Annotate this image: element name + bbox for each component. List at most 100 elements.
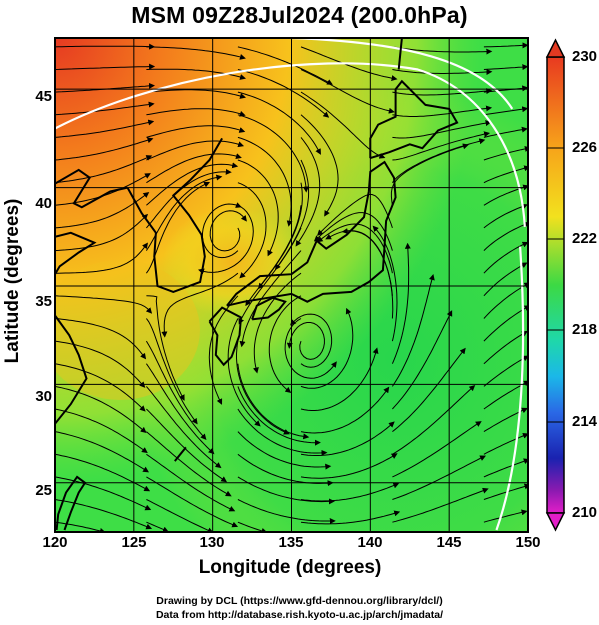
streamline: [390, 143, 469, 206]
streamline: [55, 408, 148, 454]
streamline: [483, 282, 528, 319]
streamline: [237, 408, 328, 456]
colorbar-tick-label: 230: [572, 48, 598, 65]
colorbar-tick-label: 222: [572, 230, 598, 247]
streamline: [300, 453, 398, 479]
streamline: [146, 431, 232, 497]
streamline: [300, 510, 401, 525]
streamline: [300, 386, 390, 434]
streamline: [316, 223, 393, 274]
streamline: [236, 341, 290, 435]
streamline: [391, 273, 435, 387]
streamline: [258, 182, 303, 290]
streamline: [252, 272, 302, 374]
streamline: [55, 191, 150, 229]
streamline: [237, 431, 332, 470]
streamline: [237, 499, 336, 524]
coastline-sakhalin: [397, 38, 403, 70]
streamline: [161, 272, 239, 338]
y-tick-label: 30: [35, 388, 52, 405]
x-tick-label: 150: [515, 534, 541, 551]
streamline: [145, 363, 215, 455]
streamline: [483, 380, 528, 410]
x-tick-label: 130: [199, 534, 225, 551]
wind-streamlines: [55, 42, 528, 532]
contour-line: [495, 246, 525, 531]
streamline: [483, 330, 528, 365]
streamline: [146, 476, 239, 528]
streamline: [391, 242, 411, 364]
streamline: [392, 131, 491, 161]
streamline: [237, 159, 279, 257]
streamline: [227, 318, 261, 427]
streamline: [237, 69, 330, 118]
streamline: [237, 476, 335, 505]
y-tick-label: 40: [35, 195, 52, 212]
streamline: [325, 230, 393, 296]
temperature-field: [55, 38, 528, 532]
streamline: [237, 453, 334, 487]
streamline: [146, 386, 222, 469]
streamline: [295, 137, 321, 247]
streamline: [146, 162, 239, 206]
coastline-kyushu: [208, 306, 243, 367]
x-tick-label: 135: [278, 534, 304, 551]
streamline: [274, 159, 310, 271]
streamline: [290, 313, 333, 368]
streamline: [284, 318, 337, 379]
streamline: [392, 120, 492, 139]
streamline: [55, 295, 153, 314]
streamline: [146, 453, 236, 512]
credit-drawing: Drawing by DCL (https://www.gfd-dennou.o…: [156, 595, 443, 607]
streamline: [55, 63, 156, 70]
streamline: [483, 241, 528, 274]
streamline: [483, 106, 528, 116]
streamline: [392, 347, 466, 432]
streamline: [146, 521, 169, 532]
streamline: [483, 407, 528, 433]
streamline: [483, 355, 528, 387]
streamline: [55, 453, 151, 492]
streamline: [146, 408, 228, 483]
streamline: [392, 487, 489, 523]
streamline: [237, 114, 309, 193]
streamline: [55, 431, 150, 473]
coastline-hokkaido: [369, 79, 459, 160]
x-axis-label: Longitude (degrees): [198, 557, 382, 578]
streamline: [483, 145, 528, 161]
streamline: [202, 202, 242, 259]
streamline: [209, 210, 247, 252]
streamline: [55, 43, 156, 50]
streamline: [300, 482, 400, 502]
map-frame: [54, 37, 529, 533]
streamline: [483, 64, 528, 71]
streamline: [237, 386, 321, 446]
streamline: [392, 385, 476, 455]
coastline-ryukyu: [174, 446, 187, 462]
colorbar-tick-label: 214: [572, 413, 598, 430]
colorbar-tick-label: 226: [572, 139, 598, 156]
streamline: [145, 318, 198, 425]
streamline: [392, 421, 482, 478]
coastlines: [55, 38, 459, 531]
colorbar: [545, 38, 566, 532]
streamline: [146, 108, 246, 117]
streamline: [300, 347, 379, 411]
coastline-korea: [126, 137, 223, 293]
x-tick-label: 125: [121, 534, 147, 551]
streamline: [483, 42, 528, 49]
streamline: [483, 509, 528, 523]
contour-line: [55, 62, 526, 228]
x-tick-label: 140: [357, 534, 383, 551]
streamline: [392, 138, 486, 183]
colorbar-tick-label: 218: [572, 321, 598, 338]
streamline: [300, 69, 395, 114]
streamline: [392, 310, 453, 410]
streamline: [286, 322, 325, 360]
coastline-shikoku: [251, 296, 287, 321]
streamline: [198, 204, 254, 275]
streamline: [300, 421, 395, 456]
streamline: [300, 307, 354, 389]
coastline-shandong: [55, 231, 97, 275]
streamline: [146, 46, 246, 60]
